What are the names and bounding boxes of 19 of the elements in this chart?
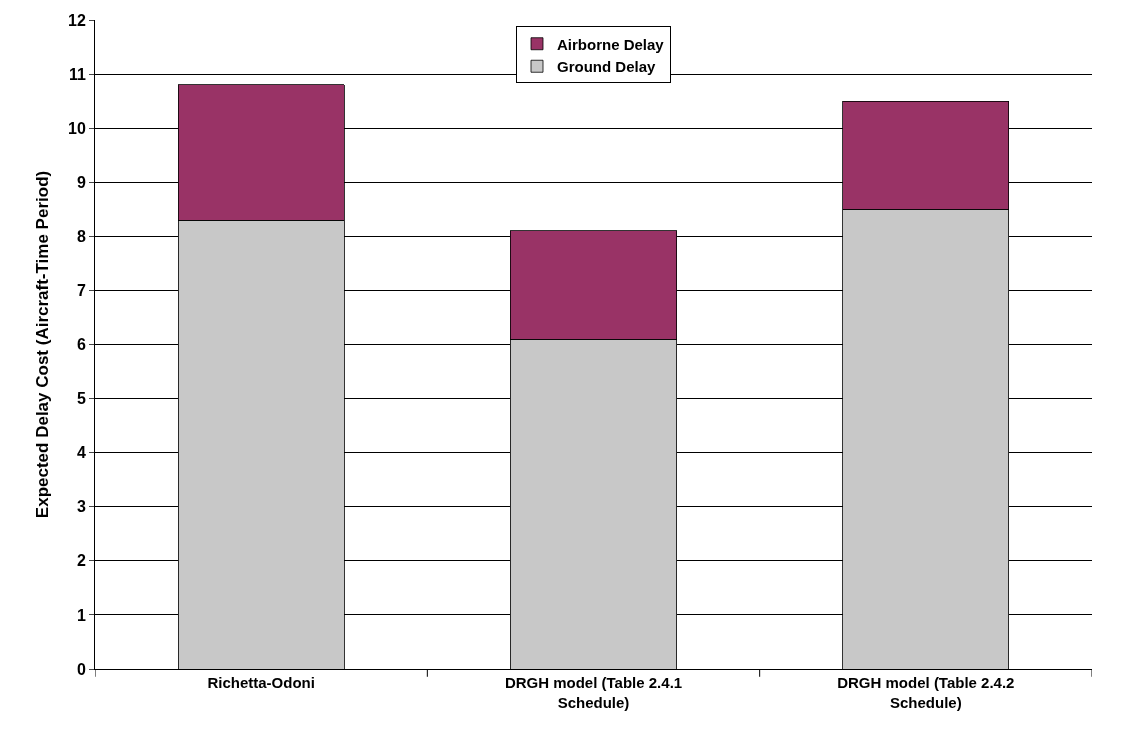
x-tick-label: DRGH model (Table 2.4.2 Schedule) (837, 674, 1015, 711)
y-tick-label: 1 (76, 606, 86, 624)
legend-label: Airborne Delay (557, 35, 665, 53)
y-tick-label: 3 (76, 498, 86, 516)
y-axis-title: Expected Delay Cost (Aircraft-Time Period) (32, 170, 52, 519)
y-tick-label: 9 (76, 173, 86, 191)
y-tick-label: 8 (76, 227, 86, 245)
y-tick-label: 10 (68, 119, 86, 137)
y-tick-label: 2 (76, 552, 86, 570)
y-tick-label: 11 (68, 65, 86, 83)
y-tick-label: 12 (68, 11, 86, 29)
x-tick-label: DRGH model (Table 2.4.1 Schedule) (504, 674, 683, 711)
y-tick-label: 5 (76, 390, 86, 408)
y-tick-label: 0 (76, 660, 86, 678)
x-tick-label: Richetta-Odoni (207, 674, 315, 691)
y-tick-label: 7 (76, 282, 86, 300)
y-tick-label: 4 (76, 444, 86, 462)
legend-label: Ground Delay (557, 58, 657, 76)
y-tick-label: 6 (76, 336, 86, 354)
